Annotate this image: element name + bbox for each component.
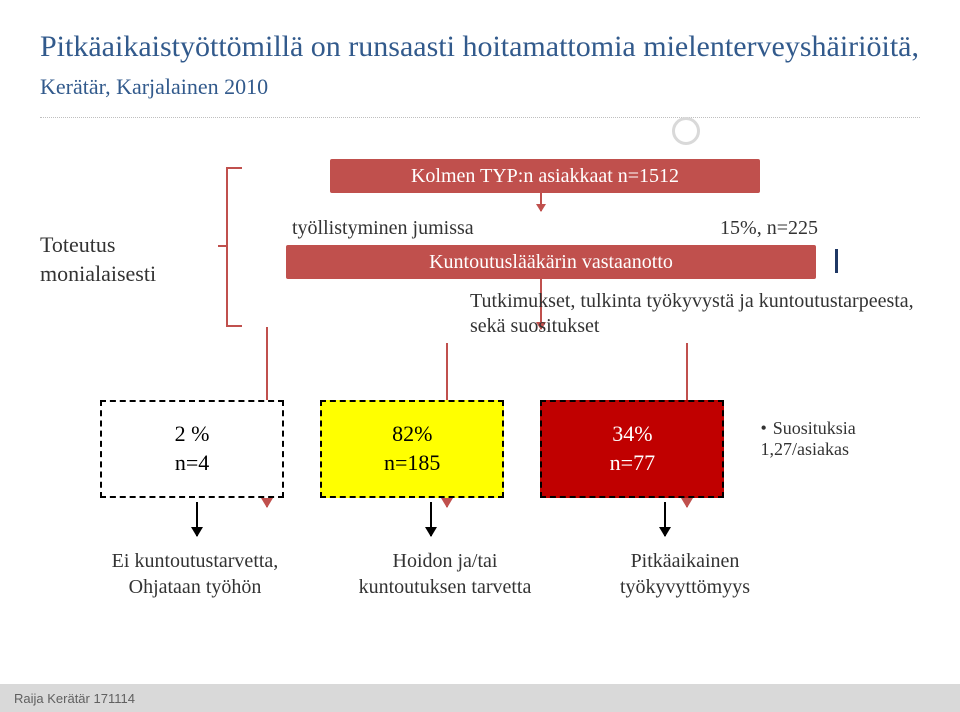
result-box-2: 82% n=185 (320, 400, 504, 498)
result-3-pct: 34% (612, 420, 652, 449)
result-2-pct: 82% (392, 420, 432, 449)
box-doctor: Kuntoutuslääkärin vastaanotto (286, 245, 816, 279)
row-stuck-left: työllistyminen jumissa (288, 217, 720, 240)
result-1-n: n=4 (175, 449, 209, 478)
box-doctor-edge-icon (824, 249, 838, 273)
row-stuck: työllistyminen jumissa 15%, n=225 (288, 215, 828, 241)
flow-diagram: Toteutus monialaisesti Kolmen TYP:n asia… (40, 153, 920, 403)
arrow-label-2-icon (430, 502, 432, 536)
footer-bar: Raija Kerätär 171114 (0, 684, 960, 712)
footer-text: Raija Kerätär 171114 (14, 691, 135, 706)
label-3: Pitkäaikainen työkyvyttömyys (580, 548, 790, 658)
row-stuck-right: 15%, n=225 (720, 217, 828, 240)
slide-title: Pitkäaikaistyöttömillä on runsaasti hoit… (40, 28, 920, 103)
bullet-suositukset: Suosituksia 1,27/asiakas (760, 400, 920, 460)
results-row: 2 % n=4 82% n=185 34% n=77 Suosituksia 1… (100, 400, 920, 510)
result-labels: Ei kuntoutustarvetta, Ohjataan työhön Ho… (80, 548, 920, 658)
arrow-label-3-icon (664, 502, 666, 536)
divider-circle-icon (672, 117, 700, 145)
bracket-stub-icon (218, 245, 226, 247)
bracket-icon (226, 167, 242, 327)
title-divider (40, 117, 920, 147)
box-clients: Kolmen TYP:n asiakkaat n=1512 (330, 159, 760, 193)
label-2: Hoidon ja/tai kuntoutuksen tarvetta (340, 548, 550, 658)
studies-description: Tutkimukset, tulkinta työkyvystä ja kunt… (470, 289, 940, 339)
label-1: Ei kuntoutustarvetta, Ohjataan työhön (80, 548, 310, 658)
result-1-pct: 2 % (175, 420, 210, 449)
result-box-3: 34% n=77 (540, 400, 724, 498)
result-2-n: n=185 (384, 449, 440, 478)
bullet-text: Suosituksia 1,27/asiakas (760, 418, 920, 460)
result-3-n: n=77 (610, 449, 655, 478)
arrow-label-1-icon (196, 502, 198, 536)
arrow-down-icon (540, 193, 542, 211)
divider-line (40, 117, 920, 118)
title-main: Pitkäaikaistyöttömillä on runsaasti hoit… (40, 30, 919, 63)
left-label: Toteutus monialaisesti (40, 231, 220, 288)
title-sub: Kerätär, Karjalainen 2010 (40, 74, 268, 99)
result-box-1: 2 % n=4 (100, 400, 284, 498)
